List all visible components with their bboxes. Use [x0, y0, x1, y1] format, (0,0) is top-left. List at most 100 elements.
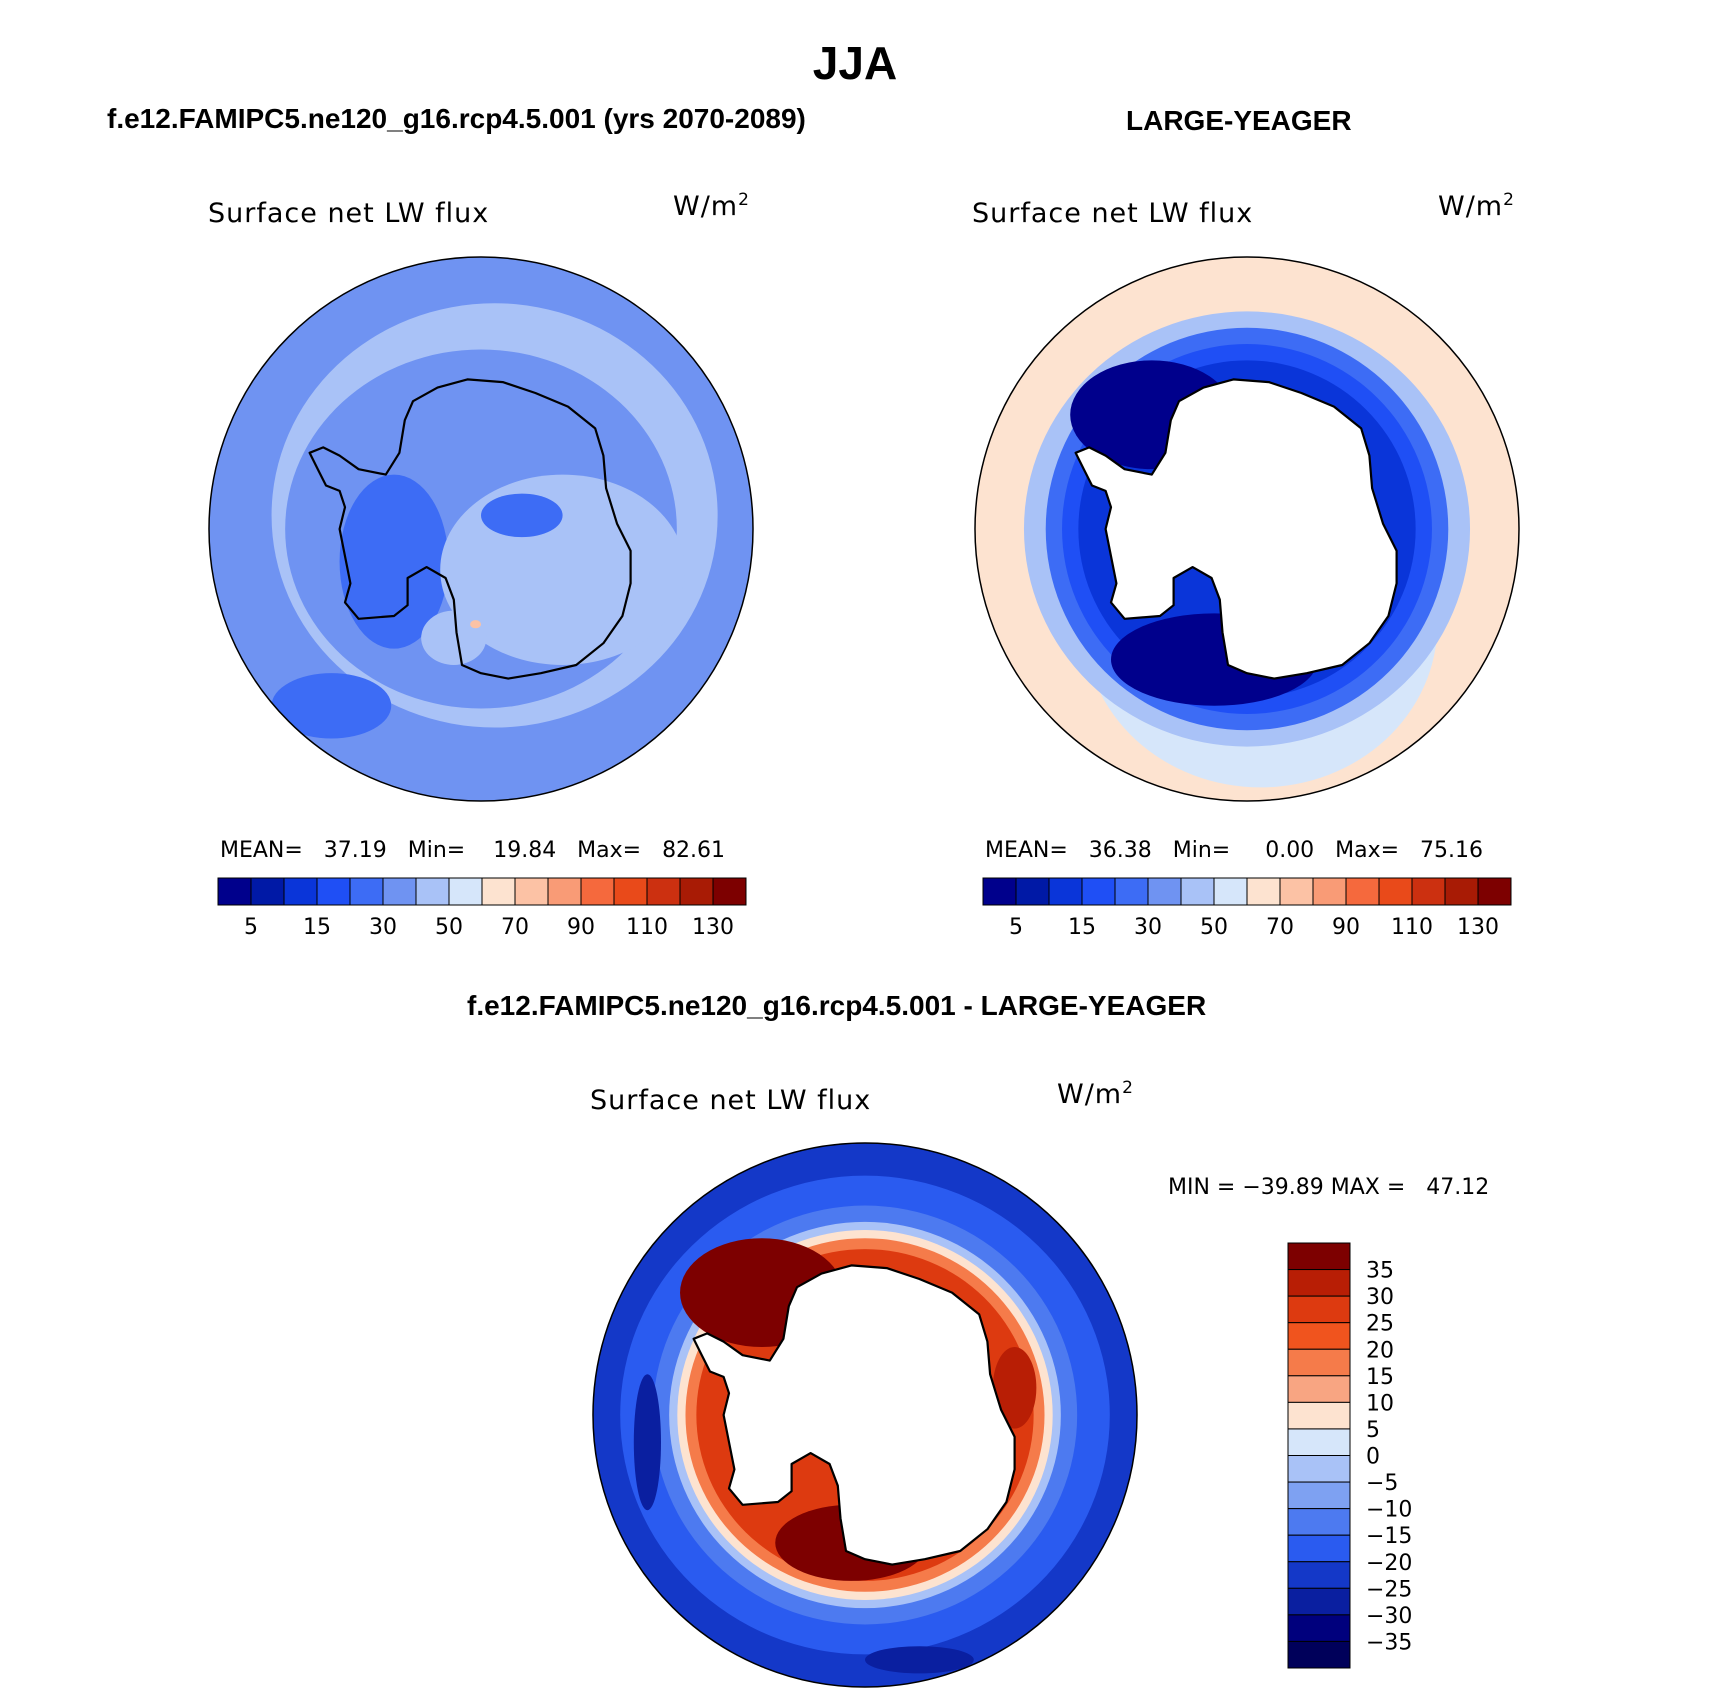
diff-colorbar-tick-label: 10: [1366, 1391, 1394, 1416]
panel-2-colorbar-color-box: [1444, 877, 1479, 906]
diff-contour-patch: [633, 1374, 661, 1511]
panel-2-colorbar-color-box: [1246, 877, 1281, 906]
diff-contour-patch: [865, 1646, 974, 1674]
diff-colorbar-color-box: [1287, 1322, 1351, 1350]
diff-colorbar-tick-label: −25: [1366, 1577, 1412, 1602]
diff-colorbar-color-box: [1287, 1561, 1351, 1589]
diff-colorbar-tick-label: −10: [1366, 1498, 1412, 1523]
panel-2-colorbar-tick-label: 30: [1134, 915, 1162, 940]
panel-2-units: W/m2: [1438, 190, 1515, 222]
panel-1-colorbar-tick-label: 30: [369, 915, 397, 940]
panel-1-contour-band: [271, 673, 392, 739]
diff-colorbar-tick-label: 15: [1366, 1365, 1394, 1390]
panel-2-colorbar-color-box: [1048, 877, 1083, 906]
panel-1-colorbar-color-box: [481, 877, 516, 906]
panel-1-map-boundary: [208, 256, 754, 802]
diff-colorbar-color-box: [1287, 1534, 1351, 1563]
panel-1-colorbar-tick-label: 15: [303, 915, 331, 940]
panel-1-contour-band: [339, 474, 449, 649]
diff-colorbar-tick-label: −15: [1366, 1524, 1412, 1549]
diff-colorbar-tick-label: 35: [1366, 1259, 1394, 1284]
panel-2-polar-map: [974, 256, 1520, 802]
panel-1-colorbar-color-box: [514, 877, 549, 906]
diff-colorbar-color-box: [1287, 1587, 1351, 1616]
panel-1-polar-map: [208, 256, 754, 802]
panel-1-stats: MEAN= 37.19 Min= 19.84 Max= 82.61: [220, 838, 726, 863]
panel-1-colorbar-color-box: [448, 877, 483, 906]
diff-colorbar-color-box: [1287, 1640, 1351, 1669]
panel-2-colorbar-color-box: [982, 877, 1017, 906]
panel-1-colorbar-color-box: [382, 877, 417, 906]
panel-1-colorbar-color-box: [547, 877, 582, 906]
panel-1-colorbar-tick-label: 90: [567, 915, 595, 940]
diff-colorbar-color-box: [1287, 1348, 1351, 1377]
diff-colorbar-tick-label: 25: [1366, 1312, 1394, 1337]
panel-2-stats: MEAN= 36.38 Min= 0.00 Max= 75.16: [985, 838, 1484, 863]
panel-1-case-title: f.e12.FAMIPC5.ne120_g16.rcp4.5.001 (yrs …: [107, 103, 806, 134]
panel-2-colorbar-tick-label: 50: [1200, 915, 1228, 940]
panel-1-contour-patch: [421, 610, 487, 665]
panel-1-antarctica-coastline: [308, 378, 632, 680]
panel-2-colorbar-color-box: [1114, 877, 1149, 906]
diff-colorbar-color-box: [1287, 1428, 1351, 1456]
diff-stats: MIN = −39.89 MAX = 47.12: [1168, 1175, 1490, 1200]
panel-2-colorbar: 5 15 30 50 70 90 110 130: [982, 877, 1512, 940]
diff-colorbar-tick-label: −30: [1366, 1604, 1412, 1629]
panel-2-map-boundary: [974, 256, 1520, 802]
panel-2-colorbar-tick-label: 90: [1332, 915, 1360, 940]
panel-1-units: W/m2: [673, 190, 750, 222]
panel-2-colorbar-color-box: [1015, 877, 1050, 906]
diff-colorbar-color-box: [1287, 1269, 1351, 1297]
panel-2-antarctica-coastline: [1074, 378, 1398, 680]
panel-2-colorbar-color-box: [1312, 877, 1347, 906]
diff-colorbar-color-box: [1287, 1481, 1351, 1510]
diff-colorbar-color-box: [1287, 1614, 1351, 1642]
panel-2-colorbar-color-box: [1345, 877, 1380, 906]
panel-2-colorbar-color-box: [1180, 877, 1215, 906]
panel-2-colorbar-color-box: [1378, 877, 1413, 906]
diff-masked-land: [693, 1265, 1015, 1565]
panel-2-masked-land: [1075, 379, 1397, 679]
panel-1-contour-patch: [470, 620, 481, 629]
panel-2-colorbar-tick-label: 130: [1457, 915, 1499, 940]
panel-1-colorbar-color-box: [712, 877, 747, 906]
panel-1-colorbar: 5 15 30 50 70 90 110 130: [217, 877, 747, 940]
panel-2-colorbar-color-box: [1213, 877, 1248, 906]
panel-2-field-label: Surface net LW flux: [972, 198, 1254, 229]
panel-1-colorbar-color-box: [646, 877, 681, 906]
panel-1-colorbar-color-box: [679, 877, 714, 906]
figure-title: JJA: [812, 37, 898, 89]
panel-2-colorbar-tick-label: 70: [1266, 915, 1294, 940]
panel-1-colorbar-color-box: [283, 877, 318, 906]
diff-colorbar-color-box: [1287, 1508, 1351, 1536]
panel-1-colorbar-tick-label: 5: [244, 915, 258, 940]
panel-2-colorbar-tick-label: 15: [1068, 915, 1096, 940]
panel-2-colorbar-color-box: [1081, 877, 1116, 906]
diff-units: W/m2: [1057, 1078, 1134, 1110]
panel-2-colorbar-tick-label: 5: [1009, 915, 1023, 940]
diff-polar-map: [592, 1142, 1138, 1688]
panel-1-colorbar-color-box: [316, 877, 351, 906]
panel-1-colorbar-tick-label: 110: [626, 915, 668, 940]
diff-colorbar-tick-label: 5: [1366, 1418, 1380, 1443]
panel-1-colorbar-color-box: [580, 877, 615, 906]
diff-colorbar-tick-label: −35: [1366, 1630, 1412, 1655]
diff-colorbar-color-box: [1287, 1401, 1351, 1430]
panel-1-contour-band: [481, 493, 563, 538]
panel-2-colorbar-color-box: [1279, 877, 1314, 906]
panel-2-colorbar-color-box: [1477, 877, 1512, 906]
diff-case-title: f.e12.FAMIPC5.ne120_g16.rcp4.5.001 - LAR…: [467, 990, 1207, 1021]
diff-field-label: Surface net LW flux: [590, 1085, 872, 1116]
diff-antarctica-coastline: [692, 1264, 1016, 1566]
diff-contour-band: [992, 1347, 1037, 1429]
panel-1-colorbar-color-box: [217, 877, 252, 906]
diff-colorbar-tick-label: −20: [1366, 1551, 1412, 1576]
panel-1-colorbar-color-box: [415, 877, 450, 906]
diff-colorbar-tick-label: −5: [1366, 1471, 1398, 1496]
panel-2-colorbar-color-box: [1411, 877, 1446, 906]
diff-colorbar-color-box: [1287, 1295, 1351, 1324]
panel-2-colorbar-color-box: [1147, 877, 1182, 906]
panel-1-colorbar-tick-label: 70: [501, 915, 529, 940]
diff-colorbar-color-box: [1287, 1242, 1351, 1271]
diff-colorbar-tick-label: 30: [1366, 1285, 1394, 1310]
